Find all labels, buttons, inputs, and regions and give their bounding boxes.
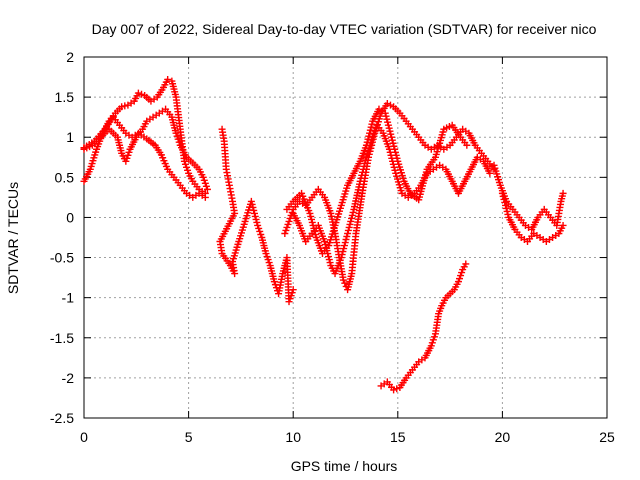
- data-point: [201, 193, 209, 201]
- data-point: [203, 185, 211, 193]
- data-point: [138, 90, 146, 98]
- x-axis-label: GPS time / hours: [291, 458, 398, 474]
- x-tick-label: 0: [80, 429, 88, 445]
- data-point: [463, 141, 471, 149]
- data-point: [121, 102, 129, 110]
- x-tick-label: 20: [495, 429, 511, 445]
- data-point: [462, 260, 470, 268]
- axis-ticks: 0 5 10 15 20 25 -2.5 -2 -1.5 -1 -0.5 0 0.5 1 1.5 2: [50, 49, 615, 445]
- y-tick-label: -2: [62, 370, 75, 386]
- data-point: [341, 279, 349, 287]
- data-point: [486, 169, 494, 177]
- chart-title: Day 007 of 2022, Sidereal Day-to-day VTE…: [92, 21, 597, 37]
- x-tick-label: 10: [285, 429, 301, 445]
- data-point: [393, 385, 401, 393]
- grid-lines: [84, 57, 607, 418]
- plot-frame: [83, 56, 608, 419]
- y-tick-label: -1: [62, 290, 75, 306]
- y-tick-label: 2: [66, 49, 74, 65]
- x-tick-label: 15: [390, 429, 406, 445]
- x-tick-label: 5: [185, 429, 193, 445]
- data-point: [118, 103, 126, 111]
- data-point: [559, 221, 567, 229]
- data-point: [390, 386, 398, 394]
- data-point: [383, 100, 391, 108]
- data-point: [386, 101, 394, 109]
- y-tick-label: -0.5: [50, 250, 74, 266]
- data-point: [134, 89, 142, 97]
- y-tick-label: 1: [66, 129, 74, 145]
- y-tick-label: 0.5: [55, 169, 75, 185]
- data-point: [559, 189, 567, 197]
- data-points: [80, 75, 567, 394]
- y-tick-label: -1.5: [50, 330, 74, 346]
- y-tick-label: -2.5: [50, 410, 74, 426]
- data-point: [164, 75, 172, 83]
- y-tick-label: 0: [66, 209, 74, 225]
- y-tick-label: 1.5: [55, 89, 75, 105]
- data-point: [339, 276, 347, 284]
- y-axis-label: SDTVAR / TECUs: [5, 182, 21, 294]
- data-point: [289, 286, 297, 294]
- x-tick-label: 25: [599, 429, 615, 445]
